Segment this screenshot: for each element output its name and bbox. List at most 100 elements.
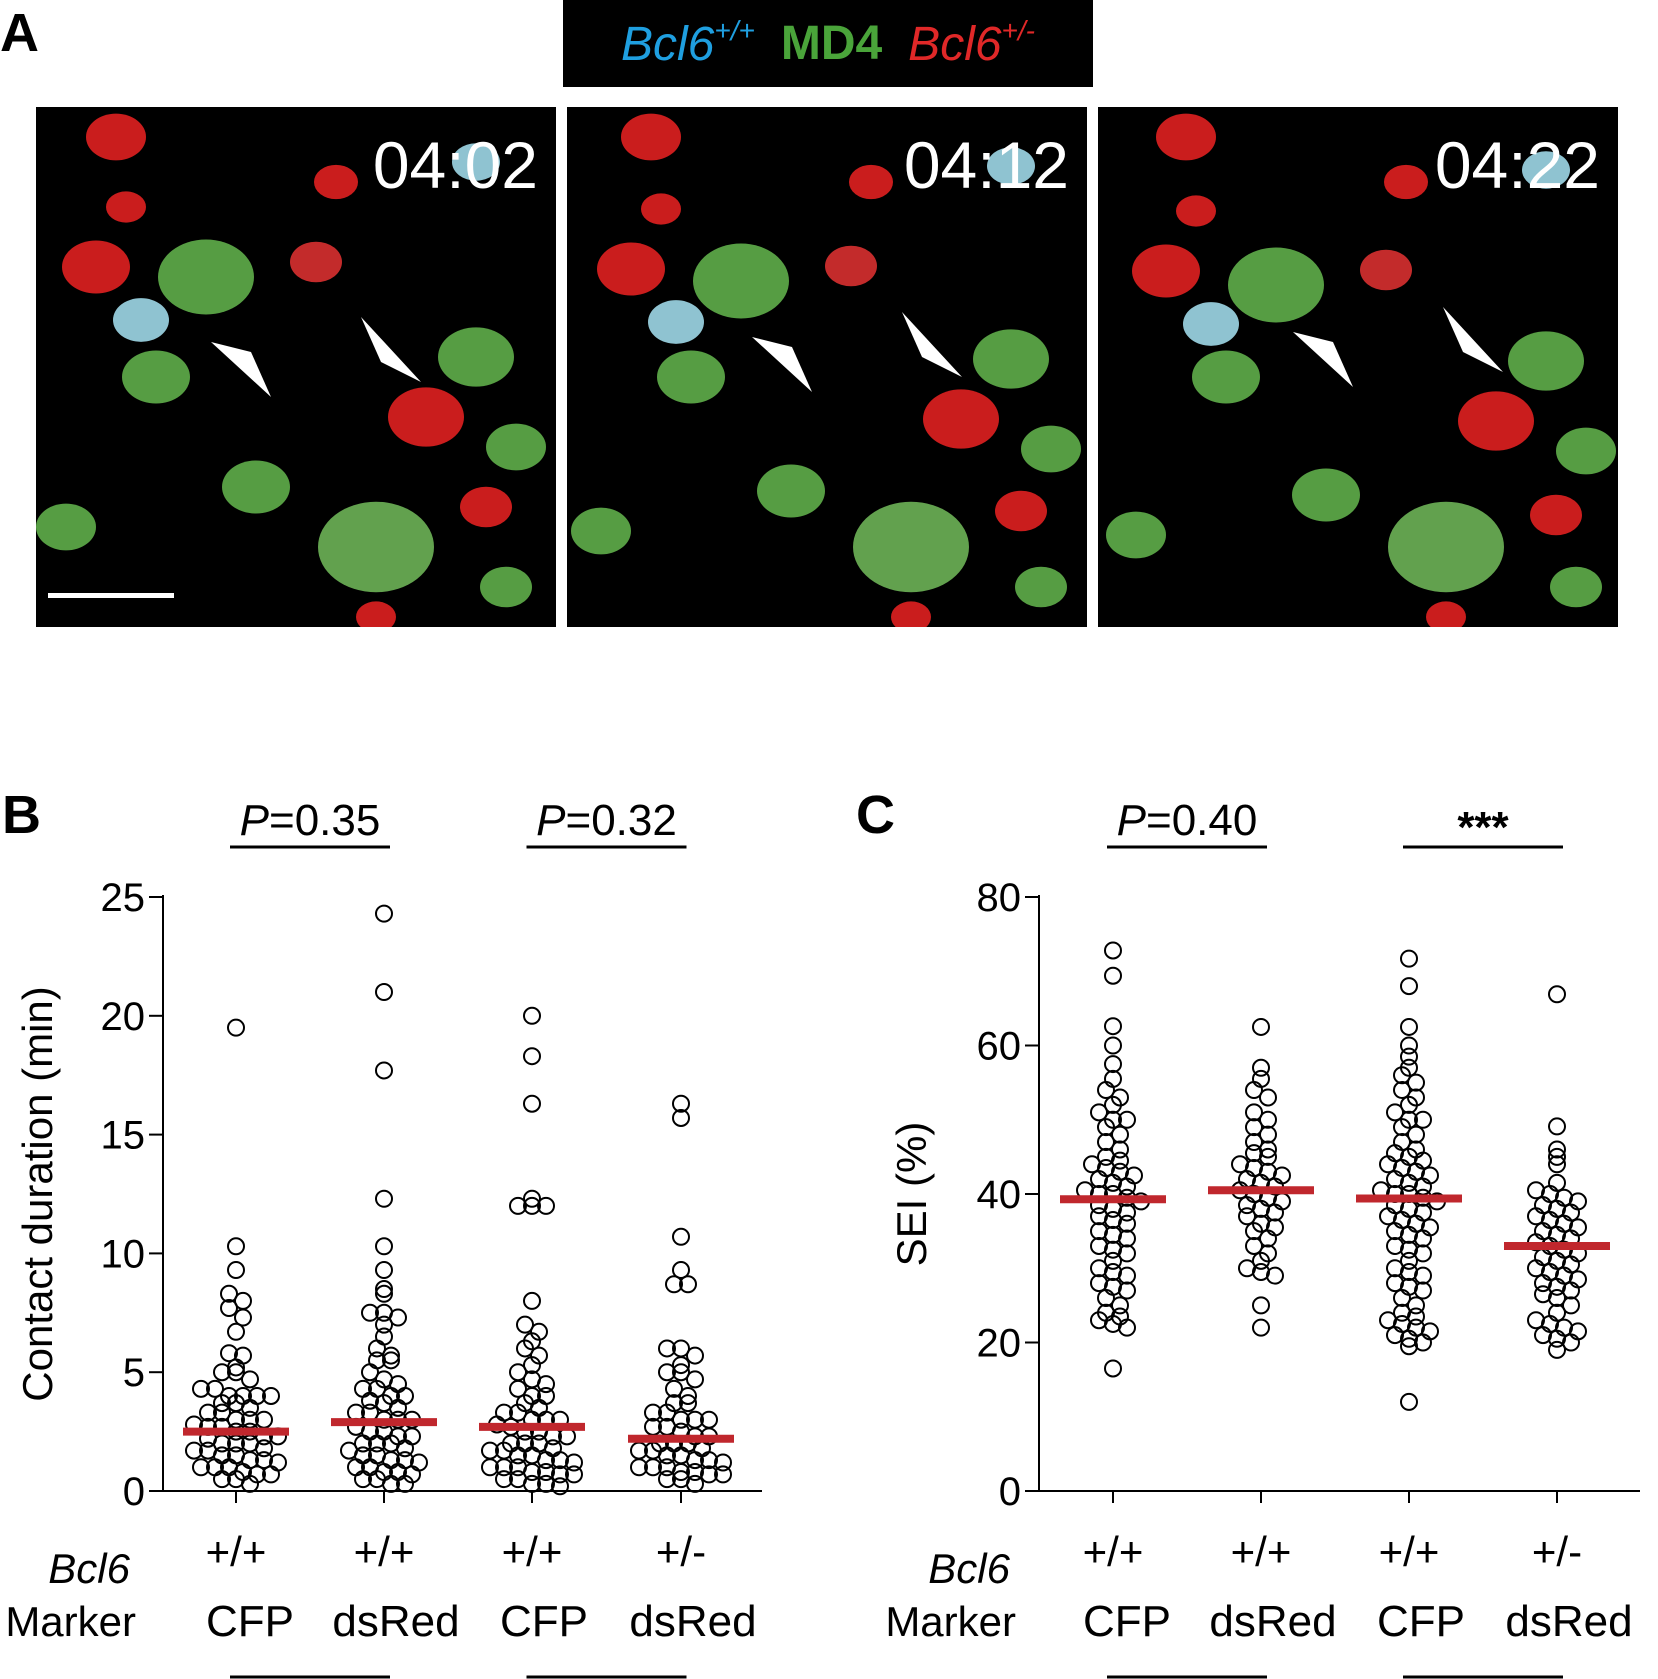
data-point (1090, 1196, 1108, 1215)
data-point (1118, 1188, 1136, 1207)
data-point (495, 1458, 513, 1477)
data-point (1245, 1133, 1263, 1152)
microscopy-image (571, 113, 1081, 627)
data-point (1111, 1151, 1129, 1170)
data-point (1266, 1266, 1284, 1285)
data-point (227, 1363, 245, 1382)
data-point (1104, 1185, 1122, 1203)
y-tick-label: 15 (101, 1114, 146, 1158)
scale-bar (48, 593, 174, 598)
data-point (255, 1439, 273, 1458)
y-tick-label: 25 (101, 876, 146, 920)
data-point (1386, 1222, 1404, 1241)
genotype-label: +/+ (1379, 1528, 1440, 1575)
data-point (1400, 1147, 1418, 1166)
data-point (1414, 1333, 1432, 1352)
data-point (537, 1462, 555, 1481)
data-point (1104, 1095, 1122, 1114)
cell-blob (222, 460, 290, 514)
row-label-marker: Marker (5, 1598, 136, 1645)
genotype-label: +/+ (502, 1528, 563, 1575)
data-point (1534, 1285, 1552, 1304)
y-axis-label: SEI (%) (888, 1122, 935, 1267)
data-point (1379, 1207, 1397, 1226)
data-point (375, 1284, 393, 1303)
marker-label: dsRed (629, 1597, 756, 1646)
data-point (1252, 1058, 1270, 1077)
data-point (665, 1275, 683, 1294)
cell-blob (122, 350, 190, 404)
cell-blob (480, 566, 532, 608)
data-point (1386, 1236, 1404, 1255)
data-point (1104, 941, 1122, 960)
data-point (1548, 1277, 1566, 1296)
data-point (1259, 1088, 1277, 1107)
cell-blob (1292, 468, 1360, 522)
data-point (1400, 1199, 1418, 1218)
data-point (544, 1439, 562, 1458)
row-label-genotype: Bcl6 (928, 1545, 1010, 1592)
data-point (375, 904, 393, 923)
cell-blob (314, 164, 358, 200)
data-point (523, 1189, 541, 1208)
data-point (1541, 1262, 1559, 1281)
cell-blob (36, 503, 96, 551)
arrowhead-icon (902, 312, 962, 377)
data-point (644, 1458, 662, 1477)
cell-blob (571, 507, 631, 555)
data-point (686, 1474, 704, 1493)
microscopy-frame-3: 04:22 (1098, 107, 1618, 627)
legend-bcl6-wt: Bcl6+/+ (620, 15, 755, 71)
cell-blob (621, 113, 681, 161)
data-point (658, 1446, 676, 1465)
cell-blob (1426, 601, 1466, 627)
cell-blob (1156, 113, 1216, 161)
data-point (1548, 1140, 1566, 1159)
data-point (192, 1379, 210, 1398)
data-point (1393, 1118, 1411, 1137)
data-point (1407, 1318, 1425, 1337)
data-point (1548, 985, 1566, 1004)
cell-blob (1556, 427, 1616, 475)
genotype-label: +/- (656, 1528, 706, 1575)
data-point (1273, 1166, 1291, 1185)
data-point (1090, 1259, 1108, 1278)
data-point (1386, 1103, 1404, 1122)
data-point (1569, 1218, 1587, 1237)
data-point (1548, 1199, 1566, 1218)
data-point (516, 1339, 534, 1358)
microscopy-image (36, 113, 546, 627)
comparison-label: *** (1457, 803, 1509, 852)
data-point (1386, 1326, 1404, 1345)
data-point (1527, 1311, 1545, 1330)
data-point (1238, 1259, 1256, 1278)
data-point (1400, 1225, 1418, 1244)
arrowhead-icon (211, 342, 271, 397)
data-point (658, 1339, 676, 1358)
data-point (1252, 1318, 1270, 1337)
data-point (1541, 1314, 1559, 1333)
data-point (1555, 1240, 1573, 1259)
data-point (220, 1344, 238, 1363)
data-point (375, 1237, 393, 1256)
data-point (1266, 1218, 1284, 1237)
data-point (1245, 1118, 1263, 1137)
data-point (1393, 1288, 1411, 1307)
data-point (1400, 977, 1418, 996)
data-point (1245, 1185, 1263, 1203)
data-point (1259, 1147, 1277, 1166)
arrowhead-icon (752, 337, 812, 392)
data-point (1400, 1017, 1418, 1036)
y-tick-label: 80 (977, 876, 1022, 920)
cell-blob (86, 113, 146, 161)
data-point (1386, 1196, 1404, 1215)
data-point (1104, 1277, 1122, 1296)
data-point (1407, 1214, 1425, 1233)
data-point (1076, 1181, 1094, 1200)
data-point (1548, 1117, 1566, 1136)
data-point (1548, 1251, 1566, 1270)
data-point (213, 1363, 231, 1382)
data-point (1555, 1266, 1573, 1285)
data-point (1111, 1140, 1129, 1159)
data-point (1527, 1259, 1545, 1278)
